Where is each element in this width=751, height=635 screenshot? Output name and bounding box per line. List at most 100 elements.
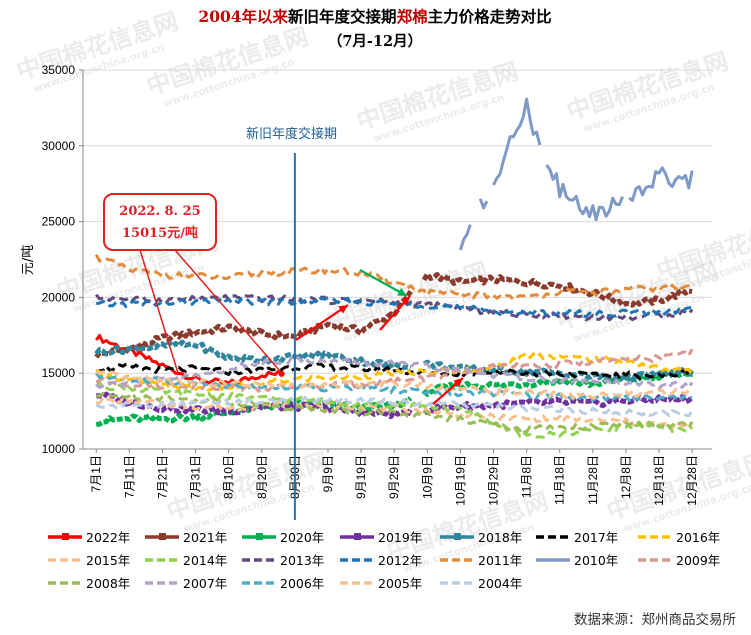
- legend-label: 2009年: [676, 553, 720, 568]
- series-line: [94, 253, 694, 302]
- legend-label: 2014年: [183, 553, 227, 568]
- title-part-1: 新旧年度交接期: [288, 7, 397, 26]
- title-part-0: 2004年以来: [198, 7, 288, 26]
- transition-period-label: 新旧年度交接期: [246, 126, 337, 142]
- plot-area: [94, 97, 695, 520]
- legend-item: 2009年: [638, 553, 720, 568]
- series-2008年: [96, 391, 694, 434]
- legend-item: 2013年: [242, 553, 324, 568]
- series-line: [478, 198, 489, 210]
- series-2012年: [96, 296, 693, 318]
- x-tick-label: 12月8日: [619, 455, 633, 499]
- legend-label: 2004年: [478, 576, 522, 591]
- series-line: [422, 394, 694, 416]
- legend-item: 2014年: [145, 553, 227, 568]
- series-line: [95, 372, 693, 402]
- x-axis: 7月1日7月11日7月21日7月31日8月10日8月20日8月30日9月9日9月…: [89, 449, 699, 506]
- legend-label: 2011年: [478, 553, 522, 568]
- y-tick-label: 25000: [42, 215, 76, 229]
- x-tick-label: 10月29日: [487, 455, 501, 506]
- legend-item: 2015年: [48, 553, 130, 568]
- series-2005年: [95, 370, 693, 400]
- legend-item: 2008年: [48, 576, 130, 591]
- x-tick-label: 12月28日: [685, 455, 699, 506]
- series-line: [95, 395, 694, 418]
- x-tick-label: 9月9日: [321, 455, 335, 492]
- series-2021年: [94, 271, 693, 359]
- legend-label: 2018年: [478, 530, 522, 545]
- series-line: [628, 166, 694, 202]
- annotation-marks: [139, 249, 464, 405]
- y-tick-label: 10000: [42, 442, 76, 456]
- callout-pointer: [174, 249, 283, 374]
- legend-label: 2008年: [86, 576, 130, 591]
- series-line: [95, 370, 693, 400]
- legend-item: 2022年: [48, 530, 130, 545]
- x-tick-label: 7月31日: [189, 455, 203, 499]
- x-tick-label: 8月10日: [222, 455, 236, 499]
- legend-marker: [62, 533, 69, 540]
- title-part-3: 主力价格走势对比: [428, 7, 552, 26]
- legend-marker: [454, 533, 461, 540]
- legend-item: 2019年: [340, 530, 422, 545]
- series-2007年: [95, 355, 694, 390]
- title-part-2: 郑棉: [397, 7, 428, 26]
- legend-item: 2017年: [536, 530, 618, 545]
- legend-label: 2012年: [378, 553, 422, 568]
- legend-label: 2022年: [86, 530, 130, 545]
- x-tick-label: 7月21日: [155, 455, 169, 499]
- series-line: [95, 355, 694, 390]
- series-2004年: [95, 395, 694, 418]
- series-2006年: [95, 372, 693, 402]
- series-line: [96, 296, 693, 318]
- green-arrow-head: [397, 287, 407, 296]
- x-tick-label: 7月11日: [122, 455, 136, 498]
- y-axis-label: 元/吨: [21, 245, 36, 275]
- series-line: [95, 362, 694, 380]
- legend-item: 2021年: [145, 530, 227, 545]
- callout-pointer: [139, 249, 179, 374]
- y-axis: 10000 15000 20000 25000 30000 35000: [42, 63, 712, 456]
- x-tick-label: 11月8日: [520, 455, 534, 498]
- legend-item: 2011年: [440, 553, 522, 568]
- legend-label: 2013年: [280, 553, 324, 568]
- legend-label: 2015年: [86, 553, 130, 568]
- x-tick-label: 9月29日: [387, 455, 401, 499]
- legend: 2022年 2021年 2020年 2019年 2018年 2017年 2016年 2015年…: [48, 530, 720, 591]
- series-line: [545, 164, 624, 222]
- legend-label: 2019年: [378, 530, 422, 545]
- x-tick-label: 12月18日: [652, 455, 666, 506]
- x-tick-label: 11月28日: [586, 455, 600, 505]
- y-tick-label: 35000: [42, 63, 76, 77]
- legend-item: 2010年: [536, 553, 618, 568]
- legend-marker: [159, 533, 166, 540]
- legend-label: 2020年: [280, 530, 324, 545]
- legend-item: 2004年: [440, 576, 522, 591]
- series-line: [458, 224, 472, 251]
- legend-item: 2006年: [242, 576, 324, 591]
- series-line: [94, 290, 413, 359]
- series-2017年: [95, 362, 694, 380]
- series-line: [96, 391, 694, 434]
- x-tick-label: 8月20日: [255, 455, 269, 499]
- series-2010年: [458, 97, 694, 251]
- y-tick-label: 20000: [42, 290, 76, 304]
- data-source: 数据来源：郑州商品交易所: [574, 611, 736, 628]
- legend-marker: [354, 533, 361, 540]
- legend-label: 2021年: [183, 530, 227, 545]
- legend-item: 2018年: [440, 530, 522, 545]
- series-line: [492, 97, 542, 186]
- legend-label: 2006年: [280, 576, 324, 591]
- rise-arrow-head: [338, 305, 348, 314]
- series-line: [95, 351, 694, 392]
- x-tick-label: 11月18日: [553, 455, 567, 505]
- legend-label: 2007年: [183, 576, 227, 591]
- chart-subtitle: （7月-12月）: [328, 32, 422, 50]
- series-2016年: [95, 351, 694, 392]
- legend-item: 2007年: [145, 576, 227, 591]
- callout-date: 2022. 8. 25: [119, 204, 200, 219]
- y-tick-label: 30000: [42, 139, 76, 153]
- price-callout: 2022. 8. 25 15015元/吨: [103, 193, 217, 251]
- legend-item: 2016年: [638, 530, 720, 545]
